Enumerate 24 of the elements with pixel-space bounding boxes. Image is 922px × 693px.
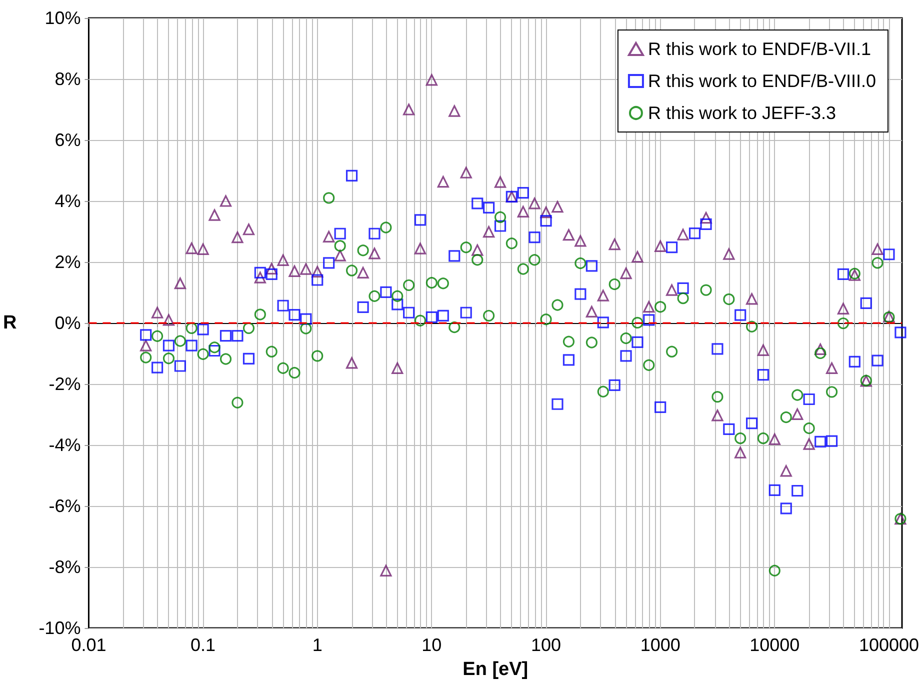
y-tick-label: 8%	[54, 69, 81, 89]
y-tick-label: -4%	[48, 435, 81, 455]
x-tick-label: 0.1	[190, 635, 216, 655]
y-tick-label: -10%	[38, 618, 81, 638]
x-axis-title: En [eV]	[462, 659, 528, 680]
y-tick-label: -6%	[48, 496, 81, 516]
y-tick-label: 4%	[54, 191, 81, 211]
legend-label: R this work to JEFF-3.3	[648, 103, 836, 123]
y-tick-label: -2%	[48, 374, 81, 394]
y-tick-label: 2%	[54, 252, 81, 272]
x-tick-label: 100	[530, 635, 562, 655]
y-tick-label: 6%	[54, 130, 81, 150]
y-tick-label: -8%	[48, 557, 81, 577]
x-tick-label: 10	[422, 635, 442, 655]
y-tick-label: 0%	[54, 313, 81, 333]
legend-label: R this work to ENDF/B-VII.1	[648, 39, 872, 59]
y-tick-label: 10%	[44, 8, 81, 28]
x-tick-label: 1000	[640, 635, 680, 655]
x-tick-label: 10000	[750, 635, 800, 655]
x-tick-label: 0.01	[71, 635, 106, 655]
legend-label: R this work to ENDF/B-VIII.0	[648, 71, 876, 91]
x-tick-label: 100000	[858, 635, 920, 655]
x-tick-label: 1	[312, 635, 322, 655]
y-axis-title: R	[2, 312, 17, 334]
